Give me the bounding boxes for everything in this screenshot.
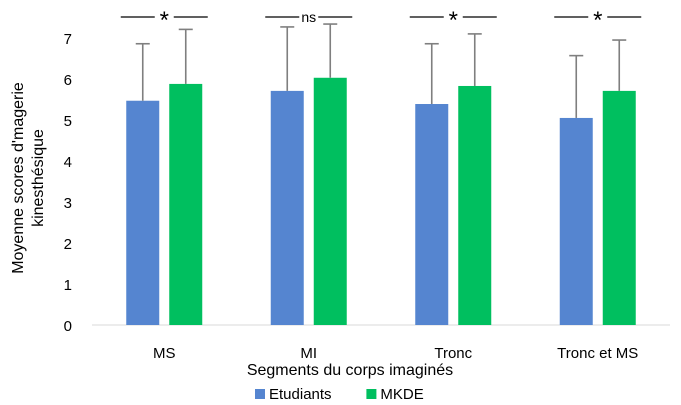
x-tick-label: Tronc et MS [557, 345, 638, 362]
bar-mkde [602, 90, 636, 325]
significance-label: * [593, 7, 602, 34]
legend-swatch-mkde [366, 389, 377, 399]
bar-etudiants [559, 117, 593, 325]
y-tick-label: 4 [64, 154, 72, 171]
y-axis-label-line-1: Moyenne scores d'magerie [10, 82, 27, 274]
significance-label: ns [301, 9, 316, 25]
y-tick-label: 3 [64, 195, 72, 212]
bars: * ns * * [120, 7, 642, 326]
y-tick-label: 7 [64, 31, 72, 48]
y-tick-label: 5 [64, 113, 72, 130]
bar-mkde [458, 85, 492, 325]
y-axis-label-line-2: kinesthésique [30, 129, 47, 227]
x-tick-label: MS [153, 345, 176, 362]
bar-mkde [313, 77, 347, 326]
x-tick-label: Tronc [434, 345, 472, 362]
legend-swatch-etudiants [255, 389, 265, 399]
legend-label-mkde: MKDE [380, 386, 423, 403]
y-axis-label: Moyenne scores d'magerie kinesthésique [10, 82, 47, 274]
y-tick-label: 2 [64, 236, 72, 253]
y-tick-label: 0 [64, 318, 72, 335]
bar-etudiants [270, 90, 304, 325]
significance-label: * [160, 7, 169, 34]
y-axis-ticks: 0 1 2 3 4 5 6 7 [64, 31, 72, 335]
x-axis-ticks: MS MI Tronc Tronc et MS [153, 345, 638, 362]
x-tick-label: MI [300, 345, 317, 362]
bar-etudiants [126, 100, 160, 325]
significance-label: * [449, 7, 458, 34]
bar-mkde [169, 83, 203, 325]
bar-etudiants [415, 104, 449, 325]
legend-label-etudiants: Etudiants [269, 386, 332, 403]
y-tick-label: 6 [64, 72, 72, 89]
legend: Etudiants MKDE [255, 386, 424, 403]
x-axis-label: Segments du corps imaginés [247, 362, 453, 379]
y-tick-label: 1 [64, 277, 72, 294]
